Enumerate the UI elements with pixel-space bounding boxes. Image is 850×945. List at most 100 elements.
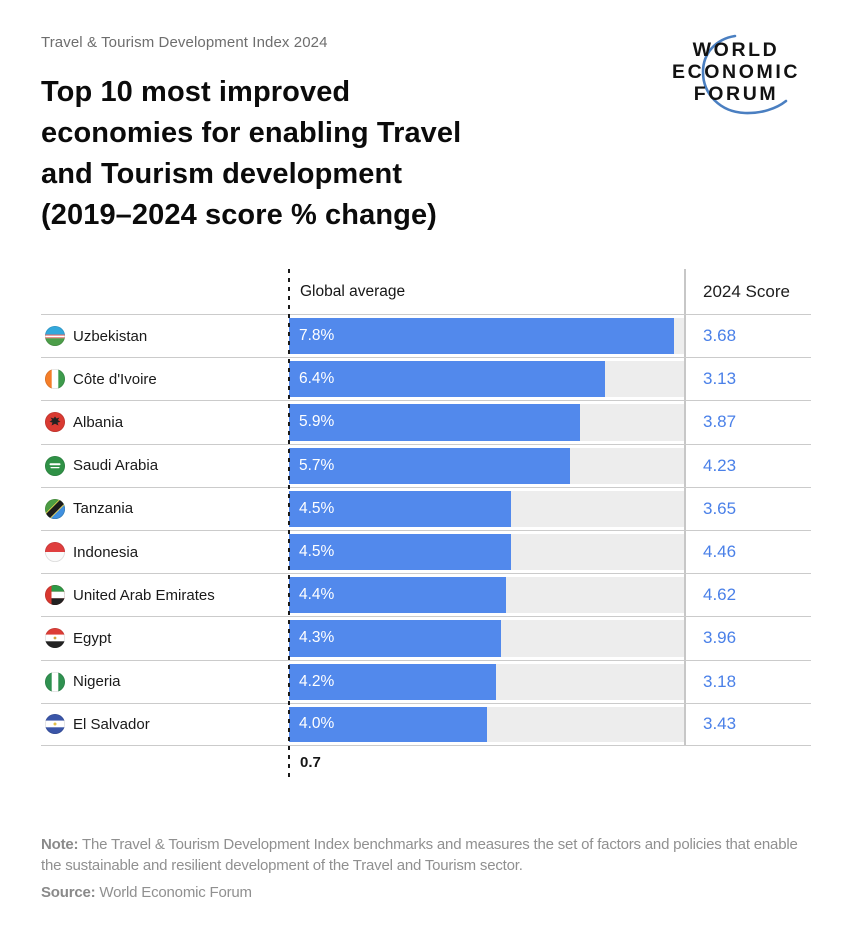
bar-value-label: 4.3% <box>299 629 335 647</box>
score-value: 4.62 <box>684 574 811 617</box>
table-row: Indonesia 4.5% 4.46 <box>41 529 811 574</box>
bar-cell: 5.7% <box>289 445 684 487</box>
note-text: The Travel & Tourism Development Index b… <box>41 835 798 875</box>
score-value: 3.13 <box>684 358 811 401</box>
country-cell: El Salvador <box>41 704 289 745</box>
bar-cell: 4.5% <box>289 488 684 530</box>
table-row: United Arab Emirates 4.4% 4.62 <box>41 573 811 617</box>
table-row: Tanzania 4.5% 3.65 <box>41 486 811 530</box>
country-label: Côte d'Ivoire <box>73 370 157 388</box>
bar-track: 4.0% <box>289 706 684 742</box>
bar-cell: 4.3% <box>289 617 684 659</box>
title-line-2: economies for enabling Travel <box>41 117 462 149</box>
bar-value-label: 6.4% <box>299 370 335 388</box>
bar-cell: 5.9% <box>289 401 684 443</box>
wef-logo-word-1: WORLD <box>693 39 780 61</box>
bar: 4.0% <box>289 706 487 742</box>
score-value: 3.18 <box>684 660 811 703</box>
source-label: Source: <box>41 883 96 901</box>
bar-track: 4.4% <box>289 577 684 614</box>
chart-header-spacer <box>41 269 289 314</box>
egypt-flag-icon <box>45 628 65 649</box>
bar: 4.5% <box>289 490 512 527</box>
bar-value-label: 4.5% <box>299 543 335 561</box>
score-value: 3.68 <box>684 315 811 358</box>
indonesia-flag-icon <box>45 542 65 563</box>
bar: 4.5% <box>289 533 512 571</box>
title-line-4: (2019–2024 score % change) <box>41 199 437 231</box>
table-row: Egypt 4.3% 3.96 <box>41 616 811 660</box>
wef-logo-arc <box>701 34 788 115</box>
bar: 5.9% <box>289 404 581 441</box>
table-row: Uzbekistan 7.8% 3.68 <box>41 314 811 358</box>
nigeria-flag-icon <box>45 671 65 692</box>
bar-cell: 4.4% <box>289 574 684 616</box>
bar-value-label: 5.9% <box>299 413 335 431</box>
uzbekistan-flag-icon <box>45 326 65 347</box>
bar: 5.7% <box>289 447 571 484</box>
bar-value-label: 4.5% <box>299 499 335 517</box>
country-label: Albania <box>73 413 124 431</box>
country-cell: Saudi Arabia <box>41 445 289 487</box>
score-column-header: 2024 Score <box>684 269 811 314</box>
bar-track: 5.7% <box>289 447 684 484</box>
bar-value-label: 7.8% <box>299 327 335 345</box>
country-label: Saudi Arabia <box>73 457 159 475</box>
country-label: Tanzania <box>73 500 134 518</box>
bar: 4.4% <box>289 577 507 614</box>
title-line-1: Top 10 most improved <box>41 76 351 108</box>
el-salvador-flag-icon <box>45 714 65 735</box>
table-row: Albania 5.9% 3.87 <box>41 400 811 444</box>
country-label: El Salvador <box>73 715 150 733</box>
country-cell: Nigeria <box>41 661 289 703</box>
title-line-3: and Tourism development <box>41 158 403 190</box>
uae-flag-icon <box>45 585 65 606</box>
note-label: Note: <box>41 835 79 853</box>
score-value: 3.43 <box>684 703 811 745</box>
table-row: El Salvador 4.0% 3.43 <box>41 702 811 746</box>
axis-spacer <box>41 746 289 780</box>
source: Source: World Economic Forum <box>41 884 810 901</box>
bar-cell: 4.0% <box>289 704 684 745</box>
wef-logo: WORLD ECONOMIC FORUM <box>672 34 797 115</box>
bar-track: 4.5% <box>289 490 684 527</box>
tanzania-flag-icon <box>45 498 65 519</box>
score-value: 3.96 <box>684 617 811 660</box>
bar-track: 4.3% <box>289 620 684 657</box>
albania-flag-icon <box>45 412 65 433</box>
source-text: World Economic Forum <box>95 883 252 901</box>
bar: 6.4% <box>289 361 605 398</box>
axis-spacer-right <box>684 746 811 780</box>
page: Travel & Tourism Development Index 2024 … <box>41 34 813 901</box>
chart-rows: Uzbekistan 7.8% 3.68 Côte d'Ivoire 6.4% … <box>41 314 811 746</box>
country-cell: Egypt <box>41 617 289 659</box>
country-cell: Tanzania <box>41 488 289 530</box>
note: Note: The Travel & Tourism Development I… <box>41 834 813 877</box>
country-label: Uzbekistan <box>73 327 148 345</box>
bar-track: 4.5% <box>289 533 684 571</box>
bar-track: 7.8% <box>289 318 684 355</box>
country-label: Egypt <box>73 629 112 647</box>
axis-row: 0.7 <box>41 746 811 780</box>
bar-value-label: 4.2% <box>299 672 335 690</box>
score-value: 3.65 <box>684 487 811 530</box>
country-cell: United Arab Emirates <box>41 574 289 616</box>
country-cell: Uzbekistan <box>41 315 289 357</box>
bar-cell: 6.4% <box>289 358 684 400</box>
country-label: Indonesia <box>73 543 139 561</box>
global-average-value: 0.7 <box>300 754 321 772</box>
bar-value-label: 4.0% <box>299 715 335 733</box>
score-value: 4.23 <box>684 444 811 487</box>
kicker: Travel & Tourism Development Index 2024 <box>41 34 328 51</box>
bar-track: 5.9% <box>289 404 684 441</box>
bar: 7.8% <box>289 318 675 355</box>
wef-logo-word-3: FORUM <box>694 83 779 105</box>
score-value: 3.87 <box>684 401 811 444</box>
cote-divoire-flag-icon <box>45 369 65 390</box>
table-row: Saudi Arabia 5.7% 4.23 <box>41 443 811 487</box>
global-average-dashed-line <box>288 269 290 780</box>
bar-cell: 4.5% <box>289 531 684 573</box>
bar-cell: 7.8% <box>289 315 684 357</box>
bar-track: 4.2% <box>289 663 684 700</box>
table-row: Côte d'Ivoire 6.4% 3.13 <box>41 357 811 401</box>
